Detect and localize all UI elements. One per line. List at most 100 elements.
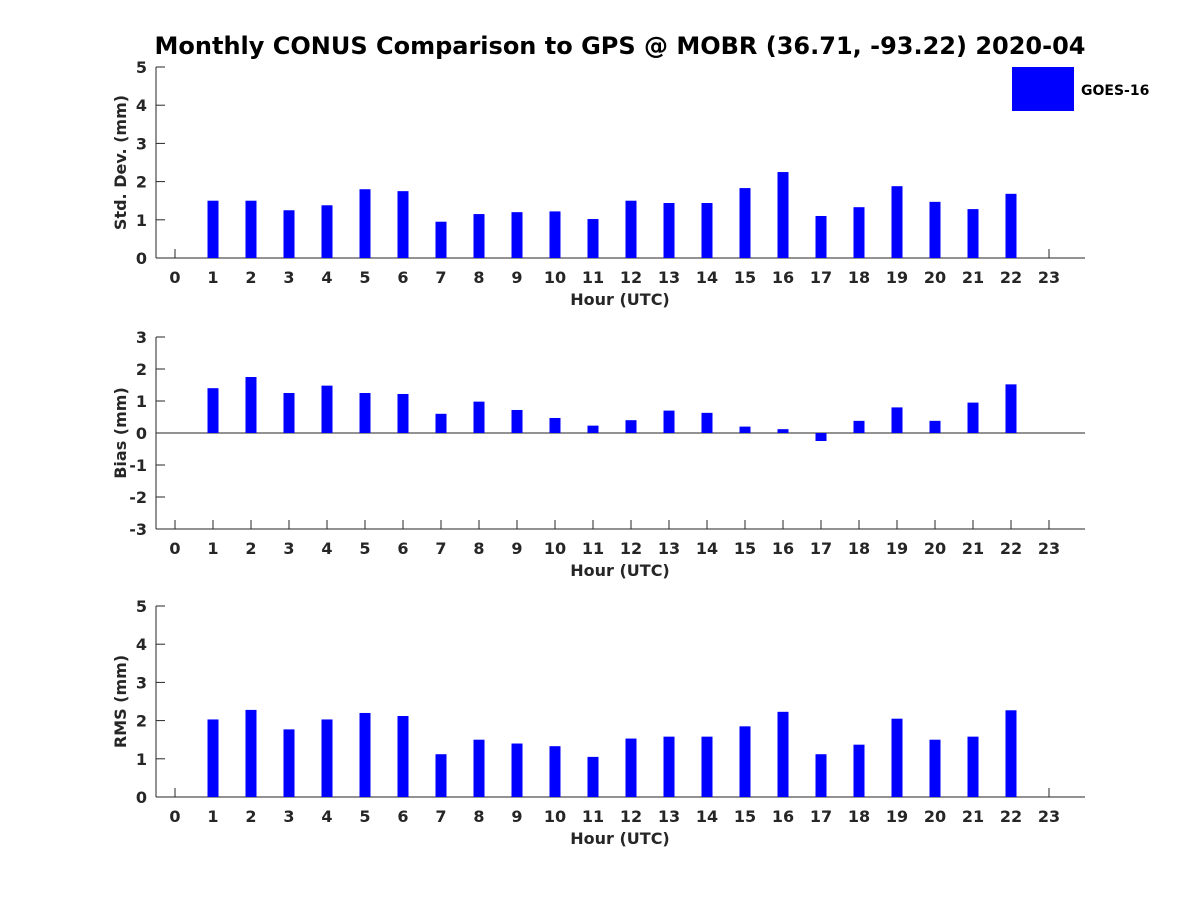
rms-bar — [967, 736, 979, 797]
rms-bar — [815, 754, 827, 797]
rms-bar — [739, 726, 751, 797]
rms-xtick-label: 1 — [207, 807, 218, 826]
bias-ylabel: Bias (mm) — [111, 387, 130, 479]
rms-bar — [397, 716, 409, 797]
rms-xtick-label: 23 — [1038, 807, 1060, 826]
bias-bar — [511, 409, 523, 433]
std-ytick-label: 5 — [136, 58, 147, 77]
bias-xtick-label: 22 — [1000, 539, 1022, 558]
rms-bar — [891, 718, 903, 797]
rms-xtick-label: 0 — [169, 807, 180, 826]
std-bar — [853, 207, 865, 258]
legend: GOES-16 — [1012, 67, 1149, 111]
bias-xtick-label: 23 — [1038, 539, 1060, 558]
bias-xtick-label: 8 — [473, 539, 484, 558]
bias-ytick-label: -3 — [129, 520, 147, 539]
bias-bar — [853, 420, 865, 433]
std-ytick-label: 4 — [136, 96, 147, 115]
rms-bar — [701, 736, 713, 797]
bias-xtick-label: 2 — [245, 539, 256, 558]
bias-xtick-label: 5 — [359, 539, 370, 558]
std-xtick-label: 23 — [1038, 268, 1060, 287]
bias-bar — [891, 407, 903, 433]
rms-ytick-label: 3 — [136, 673, 147, 692]
rms-ytick-label: 1 — [136, 750, 147, 769]
rms-xtick-label: 11 — [582, 807, 604, 826]
bias-bar — [359, 393, 371, 433]
rms-bar — [587, 756, 599, 797]
bias-bar — [663, 410, 675, 433]
rms-xtick-label: 9 — [511, 807, 522, 826]
rms-xtick-label: 17 — [810, 807, 832, 826]
std-xtick-label: 21 — [962, 268, 984, 287]
bias-ytick-label: -2 — [129, 488, 147, 507]
std-xtick-label: 10 — [544, 268, 566, 287]
std-bar — [815, 215, 827, 258]
std-xlabel: Hour (UTC) — [570, 290, 670, 309]
std-ytick-label: 3 — [136, 134, 147, 153]
std-xtick-label: 17 — [810, 268, 832, 287]
std-bar — [473, 214, 485, 258]
std-ytick-label: 0 — [136, 249, 147, 268]
rms-bar — [245, 709, 257, 797]
bias-xtick-label: 0 — [169, 539, 180, 558]
rms-xtick-label: 14 — [696, 807, 718, 826]
rms-xtick-label: 19 — [886, 807, 908, 826]
bias-bar — [549, 417, 561, 433]
bias-ytick-label: 0 — [136, 424, 147, 443]
rms-ytick-label: 5 — [136, 597, 147, 616]
rms-xtick-label: 18 — [848, 807, 870, 826]
bias-xtick-label: 1 — [207, 539, 218, 558]
bias-bar — [777, 429, 789, 433]
std-xtick-label: 22 — [1000, 268, 1022, 287]
std-bar — [1005, 193, 1017, 258]
rms-xtick-label: 7 — [435, 807, 446, 826]
bias-bar — [321, 385, 333, 433]
std-bar — [321, 205, 333, 258]
std-bar — [625, 200, 637, 258]
bias-xtick-label: 9 — [511, 539, 522, 558]
rms-bar — [549, 746, 561, 797]
std-ytick-label: 2 — [136, 173, 147, 192]
bias-xtick-label: 7 — [435, 539, 446, 558]
std-bar — [207, 200, 219, 258]
std-bar — [435, 221, 447, 258]
bias-xtick-label: 6 — [397, 539, 408, 558]
std-xtick-label: 14 — [696, 268, 718, 287]
rms-bar — [473, 739, 485, 797]
bias-bar — [473, 401, 485, 433]
rms-xtick-label: 6 — [397, 807, 408, 826]
std-bar — [245, 200, 257, 258]
std-xtick-label: 2 — [245, 268, 256, 287]
std-bar — [587, 219, 599, 258]
bias-xtick-label: 13 — [658, 539, 680, 558]
std-ylabel: Std. Dev. (mm) — [111, 95, 130, 230]
rms-bar — [321, 719, 333, 797]
std-bar — [511, 212, 523, 258]
rms-bar — [777, 711, 789, 797]
rms-xtick-label: 10 — [544, 807, 566, 826]
rms-bar — [1005, 710, 1017, 797]
std-xtick-label: 11 — [582, 268, 604, 287]
bias-bar — [967, 402, 979, 433]
rms-xlabel: Hour (UTC) — [570, 829, 670, 848]
bias-xtick-label: 11 — [582, 539, 604, 558]
std-bar — [359, 189, 371, 258]
bias-xlabel: Hour (UTC) — [570, 561, 670, 580]
std-bar — [739, 188, 751, 258]
std-bar — [663, 202, 675, 258]
std-bar — [967, 209, 979, 258]
bias-bar — [701, 412, 713, 433]
rms-xtick-label: 4 — [321, 807, 332, 826]
std-xtick-label: 20 — [924, 268, 946, 287]
legend-label: GOES-16 — [1081, 83, 1149, 99]
rms-ytick-label: 2 — [136, 712, 147, 731]
bias-ytick-label: 1 — [136, 392, 147, 411]
rms-xtick-label: 5 — [359, 807, 370, 826]
rms-bar — [929, 739, 941, 797]
rms-xtick-label: 20 — [924, 807, 946, 826]
std-xtick-label: 13 — [658, 268, 680, 287]
